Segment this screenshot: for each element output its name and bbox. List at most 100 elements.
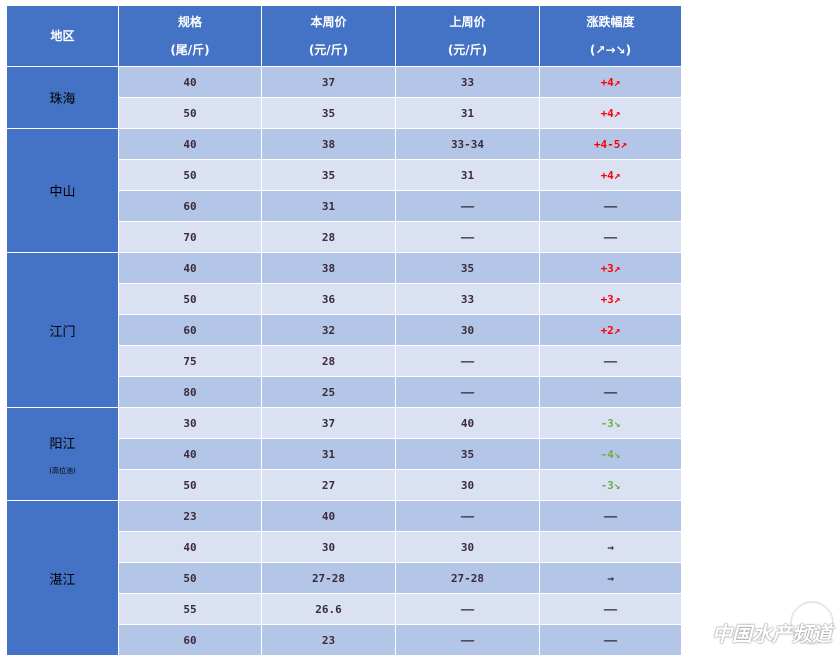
change-cell: -3↘: [539, 469, 682, 501]
spec-cell: 60: [118, 624, 262, 656]
last-week-price: 33: [395, 283, 540, 315]
this-week-price: 30: [261, 531, 396, 563]
table-row: 60 32 30 +2↗: [7, 314, 682, 346]
change-cell: ——: [539, 221, 682, 253]
change-cell: ——: [539, 624, 682, 656]
last-week-price: ——: [395, 190, 540, 222]
change-cell: →: [539, 531, 682, 563]
spec-cell: 75: [118, 345, 262, 377]
this-week-price: 25: [261, 376, 396, 408]
spec-cell: 50: [118, 283, 262, 315]
table-row: 珠海 40 37 33 +4↗: [6, 66, 682, 129]
change-cell: +4↗: [539, 159, 682, 191]
table-row: 60 31 —— ——: [7, 190, 682, 222]
watermark: 中国水产频道: [712, 622, 832, 646]
table-row: 40 31 35 -4↘: [7, 438, 682, 470]
this-week-price: 40: [261, 500, 396, 532]
change-cell: →: [539, 562, 682, 594]
this-week-price: 28: [261, 345, 396, 377]
spec-cell: 50: [118, 97, 262, 129]
table-row: 中山 40 38 33-34 +4-5↗: [6, 128, 682, 253]
change-cell: -4↘: [539, 438, 682, 470]
this-week-price: 35: [261, 159, 396, 191]
this-week-price: 28: [261, 221, 396, 253]
spec-cell: 50: [118, 469, 262, 501]
table-row: 50 35 31 +4↗: [7, 97, 682, 129]
this-week-price: 36: [261, 283, 396, 315]
spec-cell: 40: [118, 438, 262, 470]
last-week-price: ——: [395, 221, 540, 253]
this-week-price: 35: [261, 97, 396, 129]
this-week-price: 37: [261, 407, 396, 439]
last-week-price: 33: [395, 66, 540, 98]
table-row: 阳江 (高位池) 30 37 40 -3↘: [6, 407, 682, 501]
spec-cell: 60: [118, 190, 262, 222]
this-week-price: 31: [261, 438, 396, 470]
last-week-price: ——: [395, 500, 540, 532]
last-week-price: 33-34: [395, 128, 540, 160]
last-week-price: ——: [395, 593, 540, 625]
this-week-price: 26.6: [261, 593, 396, 625]
spec-cell: 60: [118, 314, 262, 346]
change-cell: ——: [539, 500, 682, 532]
region-cell: 阳江 (高位池): [6, 407, 119, 501]
spec-cell: 40: [118, 66, 262, 98]
last-week-price: ——: [395, 345, 540, 377]
spec-cell: 40: [118, 128, 262, 160]
change-cell: +4-5↗: [539, 128, 682, 160]
change-cell: +3↗: [539, 283, 682, 315]
header-change: 涨跌幅度 (↗→↘): [539, 5, 682, 67]
spec-cell: 40: [118, 252, 262, 284]
table-row: 江门 40 38 35 +3↗: [6, 252, 682, 408]
header-region: 地区: [6, 5, 119, 67]
this-week-price: 38: [261, 252, 396, 284]
region-cell: 湛江: [6, 500, 119, 656]
region-cell: 中山: [6, 128, 119, 253]
last-week-price: 30: [395, 469, 540, 501]
table-row: 80 25 —— ——: [7, 376, 682, 408]
table-row: 60 23 —— ——: [7, 624, 682, 656]
spec-cell: 23: [118, 500, 262, 532]
table-row: 75 28 —— ——: [7, 345, 682, 377]
spec-cell: 30: [118, 407, 262, 439]
table-row: 50 27-28 27-28 →: [7, 562, 682, 594]
change-cell: +3↗: [539, 252, 682, 284]
change-cell: ——: [539, 345, 682, 377]
last-week-price: 27-28: [395, 562, 540, 594]
price-table: 地区 规格 (尾/斤) 本周价 (元/斤) 上周价 (元/斤) 涨跌幅度 (↗→↘) 珠…: [6, 5, 682, 656]
this-week-price: 37: [261, 66, 396, 98]
change-cell: +2↗: [539, 314, 682, 346]
spec-cell: 55: [118, 593, 262, 625]
change-cell: ——: [539, 376, 682, 408]
spec-cell: 70: [118, 221, 262, 253]
change-cell: ——: [539, 190, 682, 222]
last-week-price: 30: [395, 531, 540, 563]
region-cell: 江门: [6, 252, 119, 408]
last-week-price: 35: [395, 438, 540, 470]
this-week-price: 27: [261, 469, 396, 501]
this-week-price: 38: [261, 128, 396, 160]
last-week-price: ——: [395, 376, 540, 408]
this-week-price: 32: [261, 314, 396, 346]
spec-cell: 40: [118, 531, 262, 563]
change-cell: +4↗: [539, 66, 682, 98]
this-week-price: 27-28: [261, 562, 396, 594]
spec-cell: 50: [118, 159, 262, 191]
change-cell: -3↘: [539, 407, 682, 439]
last-week-price: ——: [395, 624, 540, 656]
last-week-price: 30: [395, 314, 540, 346]
this-week-price: 31: [261, 190, 396, 222]
table-row: 50 35 31 +4↗: [7, 159, 682, 191]
spec-cell: 50: [118, 562, 262, 594]
last-week-price: 31: [395, 159, 540, 191]
header-spec: 规格 (尾/斤): [118, 5, 262, 67]
this-week-price: 23: [261, 624, 396, 656]
spec-cell: 80: [118, 376, 262, 408]
last-week-price: 31: [395, 97, 540, 129]
header-this-week: 本周价 (元/斤): [261, 5, 396, 67]
table-row: 50 27 30 -3↘: [7, 469, 682, 501]
change-cell: +4↗: [539, 97, 682, 129]
watermark-logo-icon: [790, 601, 834, 645]
table-row: 湛江 23 40 —— ——: [6, 500, 682, 656]
header-last-week: 上周价 (元/斤): [395, 5, 540, 67]
